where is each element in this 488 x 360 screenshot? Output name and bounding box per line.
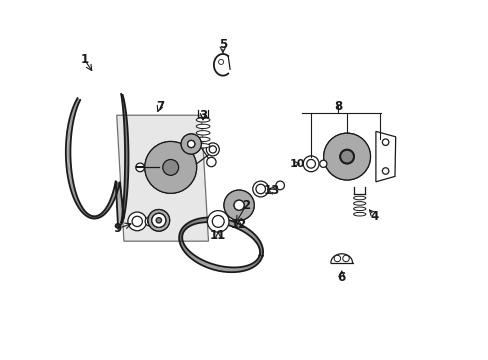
- Text: 4: 4: [370, 210, 378, 222]
- Circle shape: [323, 133, 370, 180]
- Circle shape: [206, 157, 216, 167]
- Circle shape: [255, 184, 265, 194]
- Text: 5: 5: [218, 39, 226, 51]
- Text: 8: 8: [333, 100, 342, 113]
- Polygon shape: [117, 115, 208, 241]
- Text: 9: 9: [113, 222, 122, 235]
- Text: 2: 2: [242, 199, 250, 212]
- Ellipse shape: [353, 207, 365, 211]
- Circle shape: [209, 146, 216, 153]
- Text: 6: 6: [337, 271, 345, 284]
- Polygon shape: [375, 131, 395, 182]
- Circle shape: [151, 213, 165, 228]
- Circle shape: [340, 150, 353, 163]
- Circle shape: [382, 168, 388, 174]
- Circle shape: [319, 160, 326, 167]
- Circle shape: [212, 215, 224, 228]
- Circle shape: [206, 143, 219, 156]
- Text: 13: 13: [263, 184, 279, 197]
- Ellipse shape: [353, 196, 365, 200]
- Circle shape: [252, 181, 268, 197]
- Circle shape: [234, 200, 244, 210]
- Circle shape: [333, 255, 340, 262]
- Ellipse shape: [196, 131, 209, 135]
- Circle shape: [207, 211, 228, 232]
- Text: 7: 7: [156, 100, 163, 113]
- Text: 12: 12: [230, 219, 247, 231]
- Circle shape: [132, 216, 142, 226]
- Ellipse shape: [196, 144, 209, 148]
- Ellipse shape: [196, 118, 209, 122]
- Circle shape: [147, 219, 152, 224]
- Circle shape: [382, 139, 388, 145]
- Ellipse shape: [196, 137, 209, 141]
- Circle shape: [136, 163, 144, 172]
- Circle shape: [342, 255, 348, 262]
- Circle shape: [163, 160, 178, 175]
- Circle shape: [144, 141, 196, 193]
- Circle shape: [181, 134, 201, 154]
- Circle shape: [145, 217, 154, 226]
- Circle shape: [156, 217, 161, 223]
- Ellipse shape: [353, 202, 365, 205]
- Text: 3: 3: [199, 109, 207, 122]
- Circle shape: [148, 210, 169, 231]
- Ellipse shape: [196, 124, 209, 129]
- Circle shape: [218, 59, 223, 64]
- Circle shape: [306, 159, 315, 168]
- Circle shape: [303, 156, 318, 172]
- Text: 10: 10: [289, 159, 305, 169]
- Ellipse shape: [353, 212, 365, 216]
- Circle shape: [224, 190, 254, 220]
- Circle shape: [163, 159, 178, 175]
- Circle shape: [187, 140, 194, 148]
- Text: 11: 11: [210, 229, 226, 242]
- Circle shape: [275, 181, 284, 190]
- Circle shape: [127, 212, 146, 231]
- Text: 1: 1: [80, 53, 88, 66]
- Circle shape: [339, 149, 354, 164]
